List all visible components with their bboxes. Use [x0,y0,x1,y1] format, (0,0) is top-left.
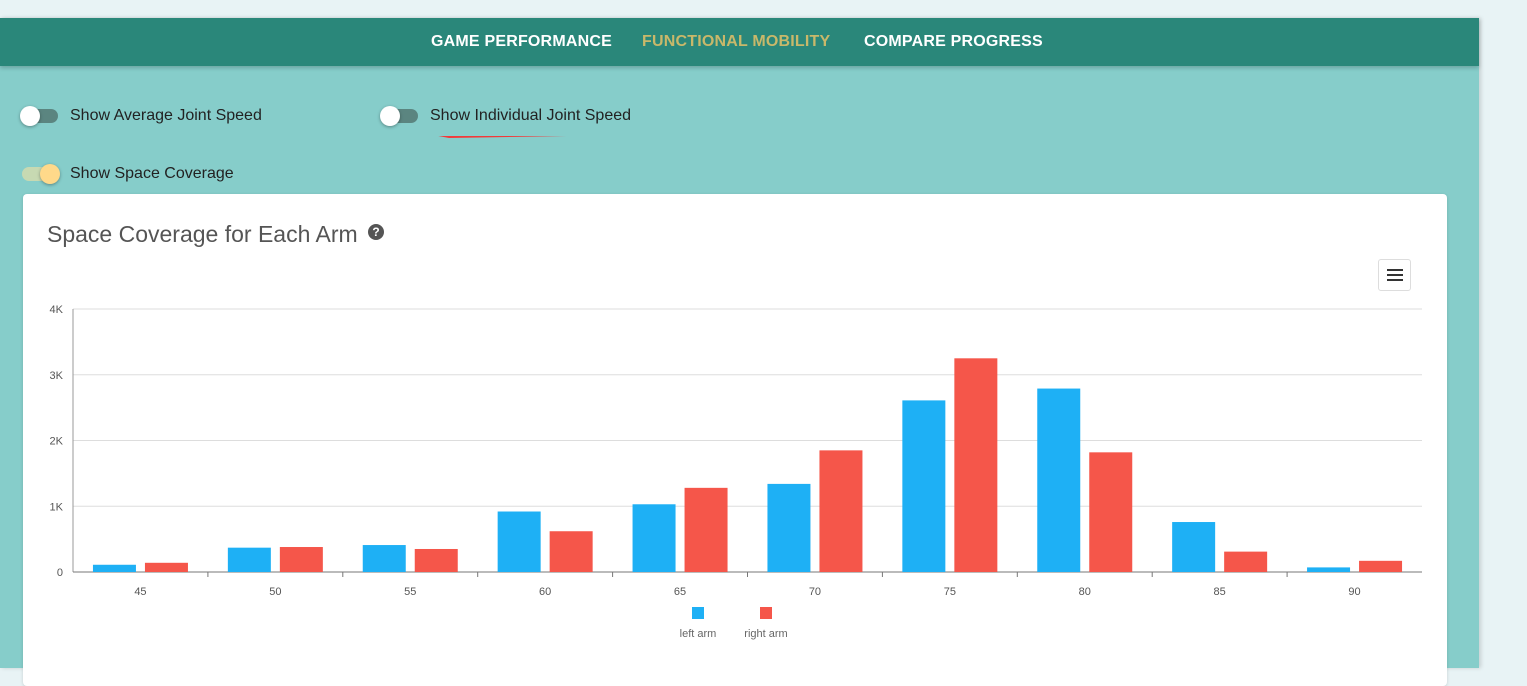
y-tick-label: 1K [50,501,64,513]
bar-right-arm [1089,452,1132,572]
switch-knob [20,106,40,126]
bar-left-arm [1037,389,1080,572]
tab-game-performance[interactable]: GAME PERFORMANCE [431,33,612,51]
x-tick-label: 85 [1214,586,1226,598]
bar-left-arm [498,512,541,572]
switch-knob [380,106,400,126]
x-tick-label: 65 [674,586,686,598]
bar-right-arm [954,358,997,572]
toggle-individual-joint-speed-label: Show Individual Joint Speed [430,107,631,125]
x-tick-label: 45 [134,586,146,598]
space-coverage-card: Space Coverage for Each Arm ? 0 1K 2K 3K 4K 4… [23,194,1447,686]
legend-label: right arm [744,628,787,640]
x-tick-label: 75 [944,586,956,598]
bar-right-arm [550,531,593,572]
top-navbar: GAME PERFORMANCE FUNCTIONAL MOBILITY COM… [0,18,1479,66]
bar-right-arm [819,450,862,572]
tab-compare-progress[interactable]: COMPARE PROGRESS [864,33,1043,51]
bar-right-arm [1359,561,1402,572]
bar-left-arm [363,545,406,572]
tab-functional-mobility[interactable]: FUNCTIONAL MOBILITY [642,33,830,51]
bar-left-arm [93,565,136,572]
bar-right-arm [145,563,188,572]
x-tick-label: 60 [539,586,551,598]
toggle-space-coverage[interactable]: Show Space Coverage [22,162,234,186]
toggle-individual-joint-speed[interactable]: Show Individual Joint Speed [382,104,631,128]
legend-swatch [692,607,704,619]
y-tick-label: 2K [50,436,64,448]
legend-swatch [760,607,772,619]
x-tick-label: 90 [1348,586,1360,598]
annotation-arrow-icon [415,136,805,166]
bar-left-arm [902,400,945,572]
switch-track [22,167,58,181]
bar-left-arm [1307,567,1350,572]
space-coverage-bar-chart: 0 1K 2K 3K 4K 45 50 55 60 65 70 75 80 85 90 left arm rig… [23,194,1447,686]
bar-right-arm [415,549,458,572]
x-tick-label: 80 [1079,586,1091,598]
y-tick-label: 3K [50,370,64,382]
bar-right-arm [685,488,728,572]
x-tick-label: 50 [269,586,281,598]
x-tick-label: 70 [809,586,821,598]
toggle-space-coverage-label: Show Space Coverage [70,165,234,183]
toggle-average-joint-speed-label: Show Average Joint Speed [70,107,262,125]
bar-left-arm [228,548,271,572]
bar-left-arm [1172,522,1215,572]
bar-left-arm [633,504,676,572]
switch-track [22,109,58,123]
y-tick-label: 0 [57,567,63,579]
app-window: GAME PERFORMANCE FUNCTIONAL MOBILITY COM… [0,18,1479,668]
switch-knob [40,164,60,184]
switch-track [382,109,418,123]
y-tick-label: 4K [50,304,64,316]
x-tick-label: 55 [404,586,416,598]
bar-left-arm [767,484,810,572]
bar-right-arm [1224,552,1267,572]
toggle-average-joint-speed[interactable]: Show Average Joint Speed [22,104,262,128]
legend-label: left arm [680,628,717,640]
bar-right-arm [280,547,323,572]
